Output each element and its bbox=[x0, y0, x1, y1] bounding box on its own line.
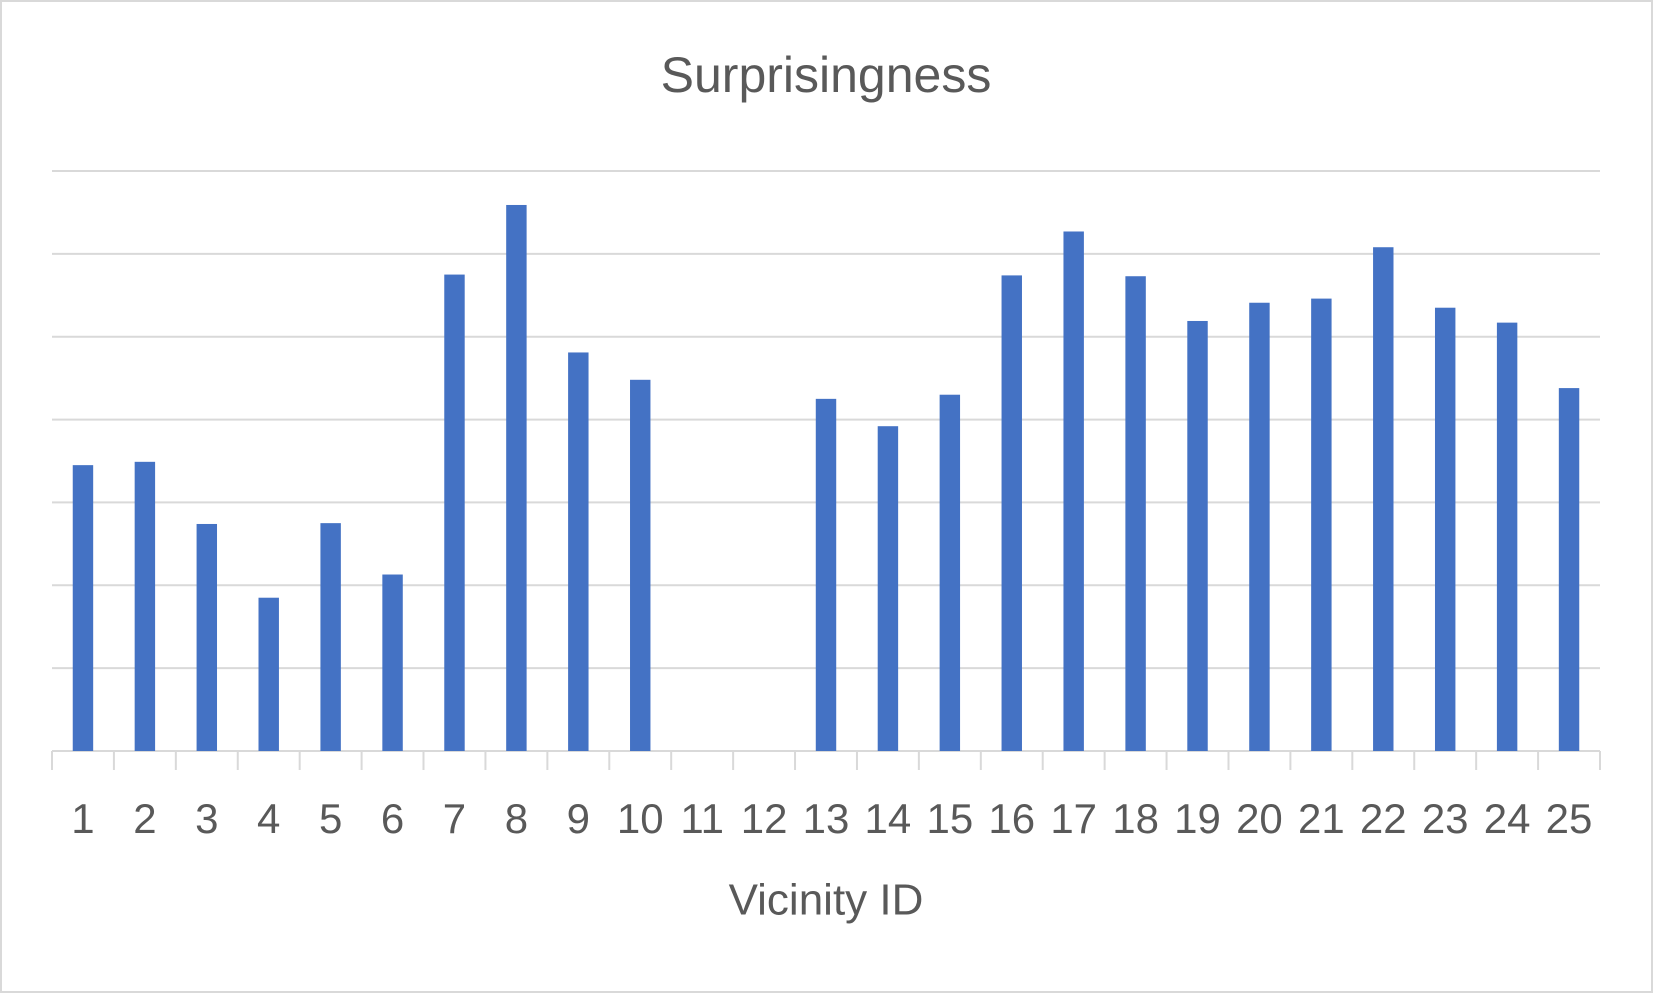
x-tick-label: 5 bbox=[319, 795, 342, 842]
x-tick-label: 11 bbox=[680, 795, 724, 842]
bar bbox=[815, 398, 837, 751]
x-tick-label: 18 bbox=[1112, 795, 1159, 842]
bar bbox=[1311, 298, 1332, 751]
x-tick-label: 23 bbox=[1422, 795, 1469, 842]
chart-title: Surprisingness bbox=[661, 47, 992, 103]
bar bbox=[444, 274, 465, 751]
x-tick-label: 3 bbox=[195, 795, 218, 842]
bar bbox=[1063, 231, 1084, 751]
x-tick-label: 15 bbox=[926, 795, 973, 842]
bar bbox=[320, 523, 341, 751]
x-tick-label: 4 bbox=[257, 795, 280, 842]
x-tick-label: 2 bbox=[133, 795, 156, 842]
bar bbox=[939, 394, 961, 751]
bar bbox=[1187, 320, 1208, 751]
x-tick-label: 9 bbox=[567, 795, 590, 842]
x-tick-label: 7 bbox=[443, 795, 466, 842]
bar bbox=[1496, 322, 1518, 751]
bar bbox=[506, 204, 527, 751]
x-tick-label: 17 bbox=[1050, 795, 1097, 842]
bar bbox=[1434, 307, 1456, 751]
bar bbox=[1001, 275, 1022, 751]
x-tick-label: 19 bbox=[1174, 795, 1221, 842]
bar bbox=[877, 426, 899, 751]
x-tick-label: 10 bbox=[617, 795, 664, 842]
bar bbox=[1249, 302, 1270, 751]
x-tick-label: 8 bbox=[505, 795, 528, 842]
x-tick-label: 16 bbox=[988, 795, 1035, 842]
bar bbox=[72, 465, 94, 751]
x-tick-label: 25 bbox=[1546, 795, 1593, 842]
bar bbox=[1558, 388, 1580, 751]
x-tick-label: 22 bbox=[1360, 795, 1407, 842]
x-tick-label: 21 bbox=[1298, 795, 1345, 842]
x-tick-label: 6 bbox=[381, 795, 404, 842]
x-tick-label: 1 bbox=[71, 795, 94, 842]
x-tick-label: 14 bbox=[865, 795, 912, 842]
bar bbox=[134, 461, 156, 751]
x-tick-label: 12 bbox=[741, 795, 788, 842]
bar bbox=[258, 597, 279, 751]
x-tick-label: 24 bbox=[1484, 795, 1531, 842]
x-axis-title: Vicinity ID bbox=[729, 876, 924, 925]
bar bbox=[1373, 247, 1394, 751]
x-tick-label: 13 bbox=[803, 795, 850, 842]
bar bbox=[568, 352, 589, 751]
bar bbox=[1125, 276, 1146, 751]
bar bbox=[630, 379, 651, 751]
x-tick-label: 20 bbox=[1236, 795, 1283, 842]
bar bbox=[196, 523, 218, 751]
bar bbox=[382, 574, 403, 751]
